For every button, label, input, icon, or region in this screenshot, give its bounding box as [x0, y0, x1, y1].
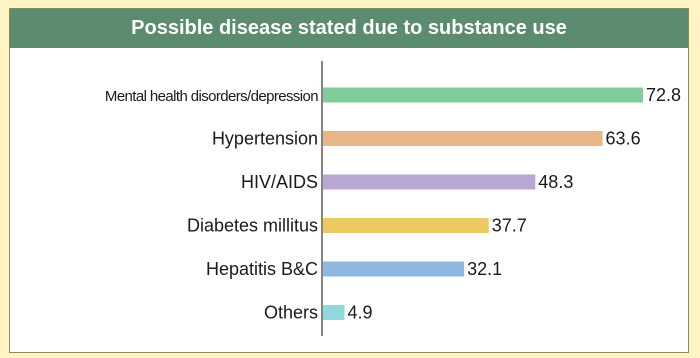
- data-label: 32.1: [467, 259, 502, 279]
- title-bar: Possible disease stated due to substance…: [10, 9, 688, 48]
- bar: [323, 131, 603, 146]
- chart-title: Possible disease stated due to substance…: [131, 17, 567, 39]
- category-label: Hepatitis B&C: [206, 259, 318, 279]
- bar: [323, 261, 465, 277]
- category-label: Hypertension: [212, 129, 318, 149]
- data-label: 72.8: [646, 85, 681, 105]
- category-label: Diabetes millitus: [187, 216, 318, 236]
- bar: [323, 218, 489, 233]
- data-label: 37.7: [492, 216, 527, 236]
- chart-panel: Possible disease stated due to substance…: [9, 8, 689, 353]
- category-label: HIV/AIDS: [241, 172, 318, 192]
- data-label: 4.9: [348, 303, 373, 323]
- data-label: 63.6: [606, 129, 641, 149]
- bar: [323, 305, 345, 320]
- bar-chart: Mental health disorders/depression 72.8 Hy…: [105, 61, 681, 336]
- category-label: Mental health disorders/depression: [105, 88, 318, 105]
- bar: [323, 87, 643, 103]
- bar: [323, 174, 536, 190]
- data-label: 48.3: [538, 172, 573, 192]
- category-label: Others: [264, 303, 318, 323]
